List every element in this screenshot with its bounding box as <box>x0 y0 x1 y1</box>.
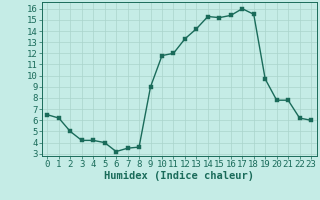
X-axis label: Humidex (Indice chaleur): Humidex (Indice chaleur) <box>104 171 254 181</box>
